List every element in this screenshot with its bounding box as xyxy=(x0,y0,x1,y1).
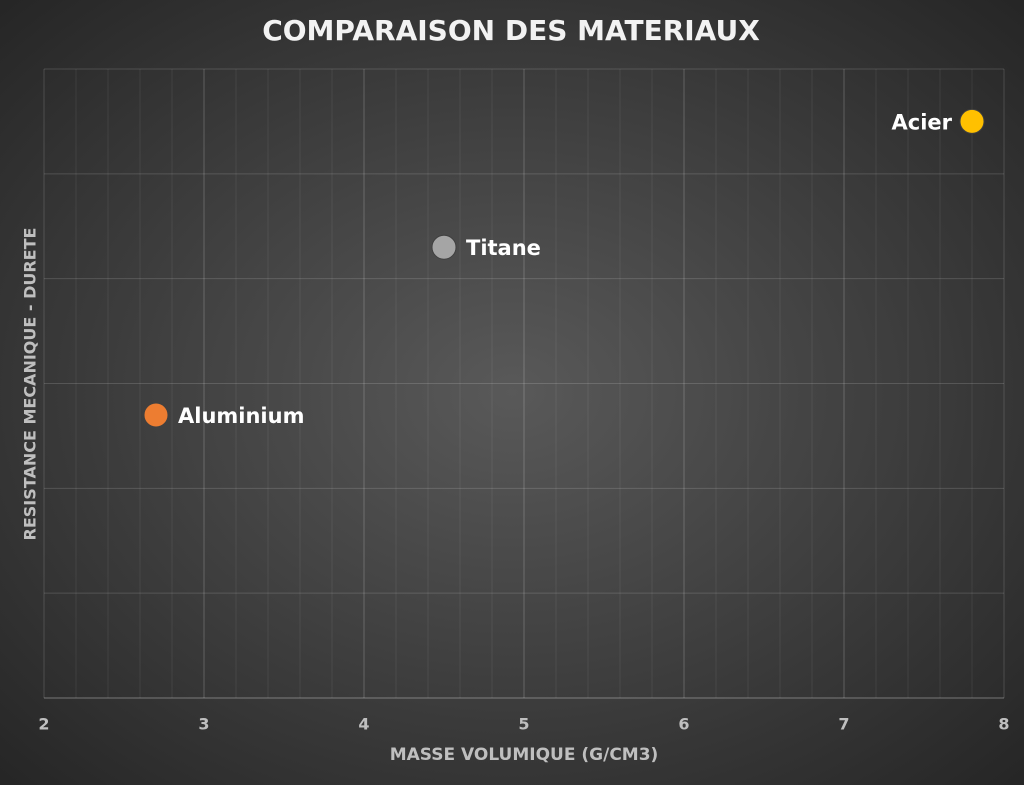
x-tick-label: 5 xyxy=(518,715,529,734)
x-tick-label: 3 xyxy=(198,715,209,734)
x-axis-label: MASSE VOLUMIQUE (G/CM3) xyxy=(390,745,659,765)
grid xyxy=(43,68,1005,699)
data-point xyxy=(143,402,169,428)
data-point xyxy=(959,108,985,134)
data-point xyxy=(431,234,457,260)
point-label: Acier xyxy=(892,110,953,134)
point-label: Aluminium xyxy=(178,404,304,428)
point-label: Titane xyxy=(466,236,541,260)
x-tick-label: 2 xyxy=(38,715,49,734)
x-tick-label: 8 xyxy=(998,715,1009,734)
x-tick-label: 6 xyxy=(678,715,689,734)
y-axis-label: RESISTANCE MECANIQUE - DURETE xyxy=(21,228,40,541)
chart-title: COMPARAISON DES MATERIAUX xyxy=(262,14,760,47)
x-tick-label: 4 xyxy=(358,715,369,734)
x-tick-label: 7 xyxy=(838,715,849,734)
